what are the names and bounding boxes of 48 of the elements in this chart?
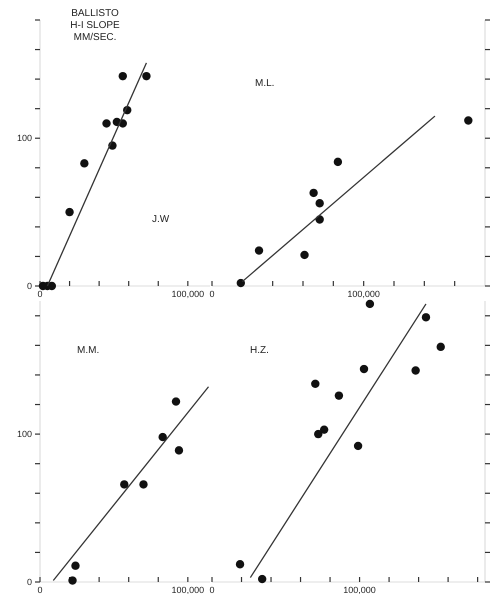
x-tick-label: 0 bbox=[37, 585, 43, 594]
point bbox=[422, 313, 430, 322]
point bbox=[366, 300, 374, 308]
point bbox=[102, 119, 111, 128]
y-tick-label: 100 bbox=[16, 133, 32, 144]
point bbox=[254, 246, 264, 255]
point bbox=[309, 188, 318, 198]
x-tick-label: 0 bbox=[209, 585, 215, 594]
point bbox=[315, 199, 324, 208]
point bbox=[360, 364, 368, 374]
point bbox=[172, 397, 180, 406]
point bbox=[314, 430, 322, 438]
y-axis-title: BALLISTO H-I SLOPE MM/SEC. bbox=[70, 8, 120, 43]
y-tick-label: 0 bbox=[26, 281, 32, 291]
point bbox=[354, 442, 362, 450]
point bbox=[80, 159, 89, 168]
point bbox=[118, 72, 127, 80]
point bbox=[65, 208, 74, 216]
point bbox=[174, 446, 184, 455]
point bbox=[236, 560, 244, 568]
point bbox=[334, 158, 342, 166]
x-tick-label: 100,000 bbox=[347, 289, 380, 299]
x-tick-label: 100,000 bbox=[343, 585, 376, 594]
point bbox=[158, 432, 167, 442]
x-tick-label: 100,000 bbox=[172, 289, 204, 299]
annotation: M.M. bbox=[77, 345, 100, 356]
y-tick-label: 0 bbox=[26, 577, 32, 587]
y-tick-label: 100 bbox=[16, 429, 32, 440]
point bbox=[139, 480, 148, 489]
point bbox=[334, 391, 344, 400]
annotation: J.W bbox=[152, 214, 170, 225]
point bbox=[120, 480, 128, 489]
point bbox=[464, 116, 473, 125]
point bbox=[258, 574, 266, 584]
x-tick-label: 0 bbox=[209, 289, 215, 299]
point bbox=[300, 250, 309, 260]
point bbox=[411, 366, 420, 375]
point bbox=[311, 380, 320, 388]
point bbox=[236, 278, 246, 288]
annotation: M.L. bbox=[255, 78, 274, 89]
point bbox=[71, 562, 80, 570]
point bbox=[142, 72, 151, 80]
x-tick-label: 100,000 bbox=[172, 585, 204, 594]
point bbox=[320, 425, 328, 434]
point bbox=[68, 576, 77, 585]
point bbox=[436, 342, 445, 352]
annotation: H.Z. bbox=[250, 345, 269, 356]
x-tick-label: 0 bbox=[37, 289, 43, 299]
